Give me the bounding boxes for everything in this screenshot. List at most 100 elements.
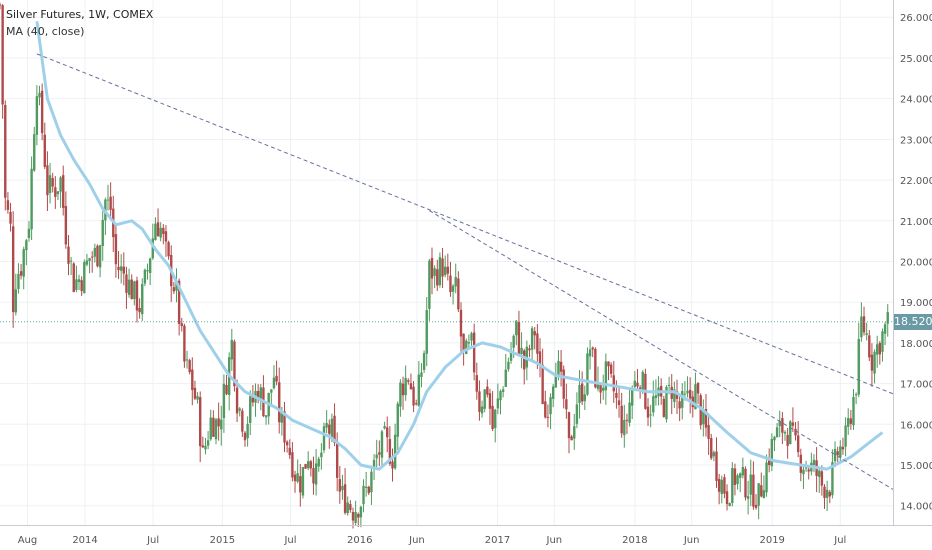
x-tick-label: Jun xyxy=(683,535,700,546)
candle-down xyxy=(752,474,755,507)
candle-up xyxy=(883,324,887,334)
candle-up xyxy=(641,371,644,392)
candle-down xyxy=(386,427,389,438)
candle-down xyxy=(786,434,789,446)
candle-down xyxy=(868,335,871,358)
x-tick-label: Jul xyxy=(283,535,296,546)
candle-down xyxy=(278,382,281,423)
candle-up xyxy=(847,418,850,427)
candle-up xyxy=(649,414,652,416)
candle-up xyxy=(728,503,731,506)
candle-up xyxy=(420,372,423,377)
candle-up xyxy=(623,419,626,436)
candle-up xyxy=(549,397,552,415)
candle-up xyxy=(214,419,218,440)
candle-down xyxy=(625,419,629,421)
candle-down xyxy=(409,383,413,390)
candle-down xyxy=(717,478,721,492)
candle-up xyxy=(652,396,655,413)
candle-down xyxy=(675,391,679,399)
candle-down xyxy=(299,476,302,493)
candle-down xyxy=(43,134,46,167)
candle-down xyxy=(90,256,94,258)
candle-down xyxy=(528,348,531,351)
candle-down xyxy=(704,409,708,428)
candle-down xyxy=(275,375,278,382)
candle-down xyxy=(335,441,339,478)
candle-up xyxy=(246,423,249,439)
candle-up xyxy=(762,490,766,499)
candle-down xyxy=(794,428,797,436)
candle-up xyxy=(364,486,368,488)
candle-up xyxy=(731,467,734,504)
candle-down xyxy=(304,464,307,469)
candle-down xyxy=(162,227,165,235)
candle-down xyxy=(19,271,23,276)
candle-down xyxy=(199,397,202,447)
candle-down xyxy=(193,387,197,399)
candle-down xyxy=(567,412,571,439)
candle-down xyxy=(343,484,347,513)
candle-down xyxy=(823,486,826,499)
y-tick-label: 20.000 xyxy=(900,257,932,268)
candle-up xyxy=(22,249,25,277)
candle-up xyxy=(98,245,102,268)
candle-down xyxy=(401,383,405,396)
candle-up xyxy=(865,333,868,335)
candle-up xyxy=(501,389,505,393)
candle-up xyxy=(586,353,589,395)
candle-down xyxy=(378,452,381,455)
candle-down xyxy=(449,275,452,293)
candle-up xyxy=(739,473,742,478)
candle-down xyxy=(594,348,597,388)
candle-down xyxy=(164,231,168,242)
candle-down xyxy=(167,242,170,257)
candle-down xyxy=(538,351,542,365)
x-tick-label: 2017 xyxy=(485,535,510,546)
candle-up xyxy=(825,489,829,498)
candle-down xyxy=(183,325,186,362)
candle-down xyxy=(333,415,336,443)
candle-up xyxy=(417,374,421,406)
candle-up xyxy=(496,398,500,409)
y-tick-label: 19.000 xyxy=(900,298,932,309)
candle-down xyxy=(430,257,434,279)
candle-down xyxy=(67,246,70,264)
candle-down xyxy=(338,479,342,492)
candle-up xyxy=(578,385,581,403)
candle-up xyxy=(596,381,600,389)
candle-down xyxy=(54,187,57,197)
candle-down xyxy=(841,446,845,450)
candle-down xyxy=(233,341,236,387)
candle-up xyxy=(341,485,344,491)
candle-down xyxy=(251,397,255,403)
candle-up xyxy=(322,426,326,451)
candle-up xyxy=(280,413,284,423)
candle-up xyxy=(480,406,484,414)
y-tick-label: 16.000 xyxy=(900,420,932,431)
candle-up xyxy=(520,347,523,355)
candle-up xyxy=(438,257,442,286)
candle-down xyxy=(40,90,44,134)
candle-down xyxy=(80,280,83,292)
candle-down xyxy=(475,375,478,392)
candle-up xyxy=(422,353,426,370)
candle-up xyxy=(451,285,455,292)
candle-up xyxy=(673,389,676,402)
candle-up xyxy=(770,439,774,467)
candle-up xyxy=(694,384,697,410)
candle-down xyxy=(285,441,289,446)
candle-down xyxy=(217,418,220,427)
candle-up xyxy=(33,134,36,171)
candle-down xyxy=(9,211,12,224)
last-price-tag: 18.520 xyxy=(894,313,932,330)
candle-down xyxy=(723,477,726,494)
candle-down xyxy=(733,468,737,485)
candle-up xyxy=(151,238,154,259)
candle-down xyxy=(415,403,418,405)
candle-up xyxy=(307,461,310,469)
candle-up xyxy=(551,386,555,399)
candle-up xyxy=(88,258,91,261)
